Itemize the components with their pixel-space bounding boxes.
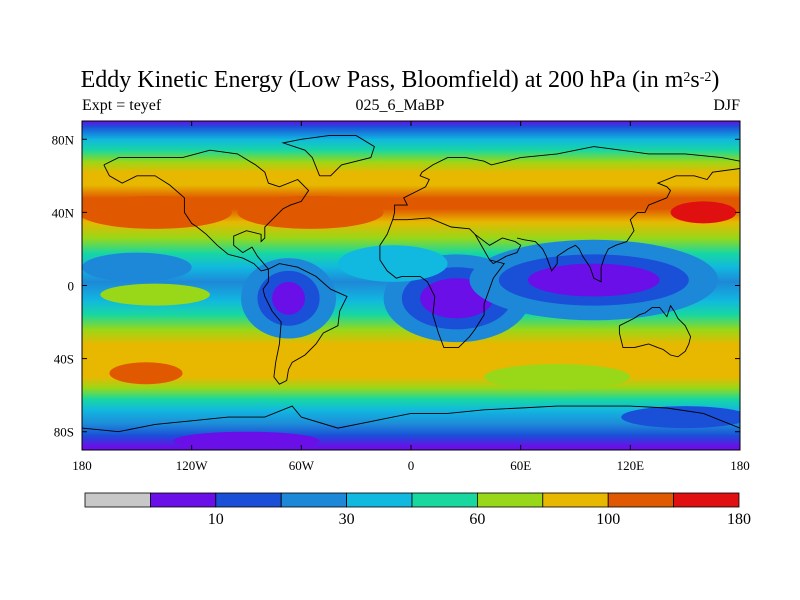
coastline: [516, 168, 740, 283]
colorbar-swatch: [346, 492, 413, 508]
x-axis: 180 120W 60W 0 60E 120E 180: [72, 121, 750, 473]
contour-band: [82, 329, 740, 345]
title-s: s: [690, 67, 700, 93]
coastlines: [82, 135, 740, 433]
contour-features: [82, 195, 740, 450]
coastline: [82, 405, 740, 433]
x-tick-label: 180: [72, 458, 92, 473]
contour-feature: [100, 283, 210, 306]
contour-band: [82, 126, 740, 140]
x-tick-label: 0: [408, 458, 415, 473]
coastline: [474, 233, 522, 265]
contour-feature: [337, 245, 448, 282]
colorbar-label: 100: [596, 511, 620, 528]
x-tick-label: 60W: [289, 458, 315, 473]
contour-band: [82, 139, 740, 151]
subtitle-right: DJF: [713, 97, 740, 114]
coastline: [618, 304, 692, 358]
contour-band: [82, 150, 740, 162]
y-axis: 80N 40N 0 40S 80S: [52, 132, 740, 440]
y-tick-label: 0: [68, 279, 75, 294]
colorbar-swatch: [542, 492, 609, 508]
contour-band: [82, 435, 740, 447]
title-m-exp: 2: [683, 70, 691, 85]
colorbar: 10 30 60 100 180: [84, 492, 751, 528]
contour-band: [82, 184, 740, 199]
y-tick-label: 80N: [52, 132, 75, 147]
coastline: [379, 217, 505, 349]
subtitle-left: Expt = teyef: [82, 97, 162, 114]
title-close: ): [711, 67, 720, 93]
contour-feature: [109, 362, 183, 385]
x-tick-label: 60E: [510, 458, 531, 473]
colorbar-swatch: [149, 492, 217, 508]
contour-feature: [237, 195, 384, 229]
colorbar-label: 30: [339, 511, 355, 528]
coastline: [281, 135, 375, 177]
contour-band: [82, 172, 740, 186]
colorbar-swatch: [215, 492, 282, 508]
colorbar-swatch: [280, 492, 348, 508]
contour-band: [82, 197, 740, 210]
colorbar-label: 180: [727, 511, 751, 528]
x-tick-label: 120E: [617, 458, 645, 473]
y-tick-label: 80S: [54, 425, 74, 440]
contour-band: [82, 387, 740, 400]
contour-feature: [173, 431, 320, 450]
coastline: [262, 263, 348, 385]
colorbar-swatch: [607, 492, 675, 508]
coastline: [103, 149, 310, 272]
contour-feature: [484, 364, 631, 390]
colorbar-swatch: [84, 492, 151, 508]
contour-band: [82, 424, 740, 436]
y-tick-label: 40N: [52, 205, 75, 220]
title-main: Eddy Kinetic Energy (Low Pass, Bloomfiel…: [80, 67, 684, 93]
contour-feature: [272, 281, 305, 315]
colorbar-label: 10: [208, 511, 224, 528]
contour-band: [82, 376, 740, 389]
title-s-exp: -2: [699, 70, 712, 85]
contour-band: [82, 398, 740, 411]
subtitle-center: 025_6_MaBP: [355, 97, 445, 114]
colorbar-swatch: [673, 492, 740, 508]
x-tick-label: 180: [730, 458, 750, 473]
contour-band: [82, 161, 740, 173]
contour-feature: [527, 263, 660, 297]
contour-band: [82, 221, 740, 239]
contour-feature: [82, 195, 232, 229]
y-tick-label: 40S: [54, 352, 74, 367]
colorbar-label: 60: [469, 511, 485, 528]
contour-feature: [670, 201, 737, 224]
coastline: [392, 146, 740, 220]
chart-title: Eddy Kinetic Energy (Low Pass, Bloomfiel…: [0, 66, 800, 98]
colorbar-swatch: [411, 492, 478, 508]
contour-band: [82, 409, 740, 426]
x-tick-label: 120W: [176, 458, 209, 473]
contour-feature: [82, 252, 192, 282]
contour-feature: [621, 406, 740, 429]
colorbar-swatch: [476, 492, 544, 508]
contour-band: [82, 343, 740, 363]
